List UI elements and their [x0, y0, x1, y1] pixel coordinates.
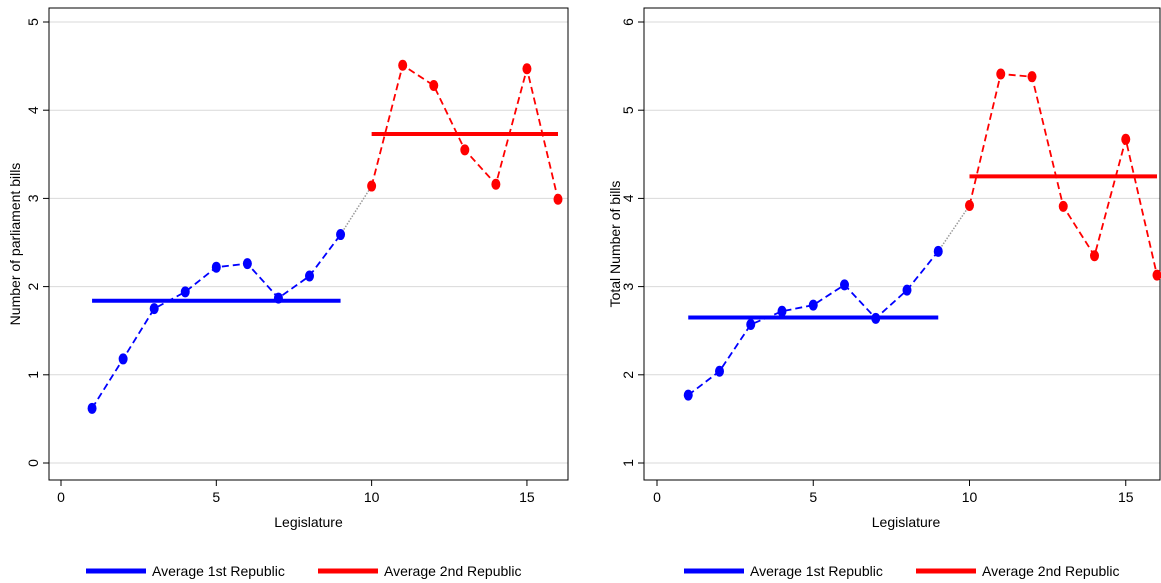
- y-tick-label: 3: [25, 194, 41, 202]
- chart-left: 0 1 2 3 4 5 0 5 10 15 Legislature Number of parl…: [7, 7, 569, 579]
- data-point-1st-republic: [336, 229, 346, 241]
- y-tick-label: 1: [620, 459, 636, 467]
- y-tick-label: 5: [25, 18, 41, 26]
- series-line-1st-republic: [687, 250, 939, 396]
- x-tick-label: 5: [809, 489, 817, 505]
- y-tick-label: 2: [25, 282, 41, 290]
- data-point-1st-republic: [902, 284, 912, 296]
- x-axis-ticks: 0 5 10 15: [653, 480, 1134, 505]
- data-point-2nd-republic: [491, 178, 501, 190]
- connector-line: [937, 205, 971, 252]
- data-point-2nd-republic: [996, 68, 1006, 80]
- y-axis-label: Number of parliament bills: [7, 163, 23, 326]
- data-point-1st-republic: [871, 312, 881, 324]
- data-point-1st-republic: [746, 319, 756, 331]
- chart-right: 1 2 3 4 5 6 0 5 10 15 Legislature Total Number o…: [607, 7, 1161, 579]
- data-point-1st-republic: [118, 353, 128, 365]
- y-tick-label: 5: [620, 106, 636, 114]
- y-tick-label: 6: [620, 18, 636, 26]
- y-tick-label: 4: [620, 194, 636, 202]
- data-point-2nd-republic: [1058, 200, 1068, 212]
- y-tick-label: 3: [620, 282, 636, 290]
- gridlines: [49, 21, 568, 464]
- data-point-1st-republic: [840, 279, 849, 291]
- x-tick-label: 15: [519, 489, 535, 505]
- x-tick-label: 15: [1118, 489, 1134, 505]
- data-point-2nd-republic: [522, 63, 532, 75]
- data-point-2nd-republic: [398, 59, 408, 71]
- data-point-1st-republic: [933, 245, 943, 257]
- x-axis-label: Legislature: [274, 514, 343, 530]
- data-point-1st-republic: [808, 299, 818, 311]
- data-point-1st-republic: [305, 270, 314, 282]
- legend-label-average-1st-republic: Average 1st Republic: [152, 563, 285, 579]
- data-point-2nd-republic: [553, 193, 563, 205]
- chart-marks: [683, 68, 1161, 401]
- x-axis-ticks: 0 5 10 15: [57, 480, 535, 505]
- legend: Average 1st Republic Average 2nd Republi…: [86, 563, 522, 579]
- plot-frame: [643, 7, 1161, 481]
- data-point-2nd-republic: [965, 199, 974, 211]
- gridlines: [644, 21, 1160, 464]
- data-point-1st-republic: [149, 303, 159, 315]
- y-tick-label: 4: [25, 106, 41, 114]
- data-point-2nd-republic: [367, 180, 377, 192]
- x-tick-label: 10: [364, 489, 380, 505]
- legend-label-average-2nd-republic: Average 2nd Republic: [384, 563, 522, 579]
- x-tick-label: 5: [212, 489, 220, 505]
- data-point-2nd-republic: [429, 80, 439, 92]
- data-point-1st-republic: [777, 305, 787, 317]
- data-point-1st-republic: [211, 261, 221, 273]
- y-axis-label: Total Number of bills: [607, 181, 623, 308]
- legend: Average 1st Republic Average 2nd Republi…: [684, 563, 1120, 579]
- legend-label-average-1st-republic: Average 1st Republic: [750, 563, 883, 579]
- chart-marks: [87, 59, 563, 414]
- legend-label-average-2nd-republic: Average 2nd Republic: [982, 563, 1120, 579]
- data-point-2nd-republic: [1152, 269, 1161, 281]
- data-point-1st-republic: [273, 292, 283, 304]
- x-tick-label: 10: [962, 489, 978, 505]
- data-point-2nd-republic: [1090, 250, 1099, 262]
- y-axis-ticks: 0 1 2 3 4 5: [25, 18, 49, 467]
- data-point-1st-republic: [180, 286, 190, 298]
- data-point-1st-republic: [715, 365, 724, 377]
- x-tick-label: 0: [653, 489, 661, 505]
- data-point-1st-republic: [87, 402, 97, 414]
- data-point-2nd-republic: [460, 144, 470, 156]
- plot-frame: [48, 7, 569, 481]
- data-point-1st-republic: [683, 389, 693, 401]
- data-point-2nd-republic: [1027, 71, 1037, 83]
- series-line-1st-republic: [91, 234, 342, 409]
- x-tick-label: 0: [57, 489, 65, 505]
- y-tick-label: 1: [25, 371, 41, 379]
- y-axis-ticks: 1 2 3 4 5 6: [620, 18, 644, 467]
- data-point-2nd-republic: [1121, 133, 1131, 145]
- y-tick-label: 2: [620, 371, 636, 379]
- data-point-1st-republic: [242, 258, 252, 270]
- x-axis-label: Legislature: [872, 514, 941, 530]
- connector-line: [339, 185, 373, 235]
- y-tick-label: 0: [25, 459, 41, 467]
